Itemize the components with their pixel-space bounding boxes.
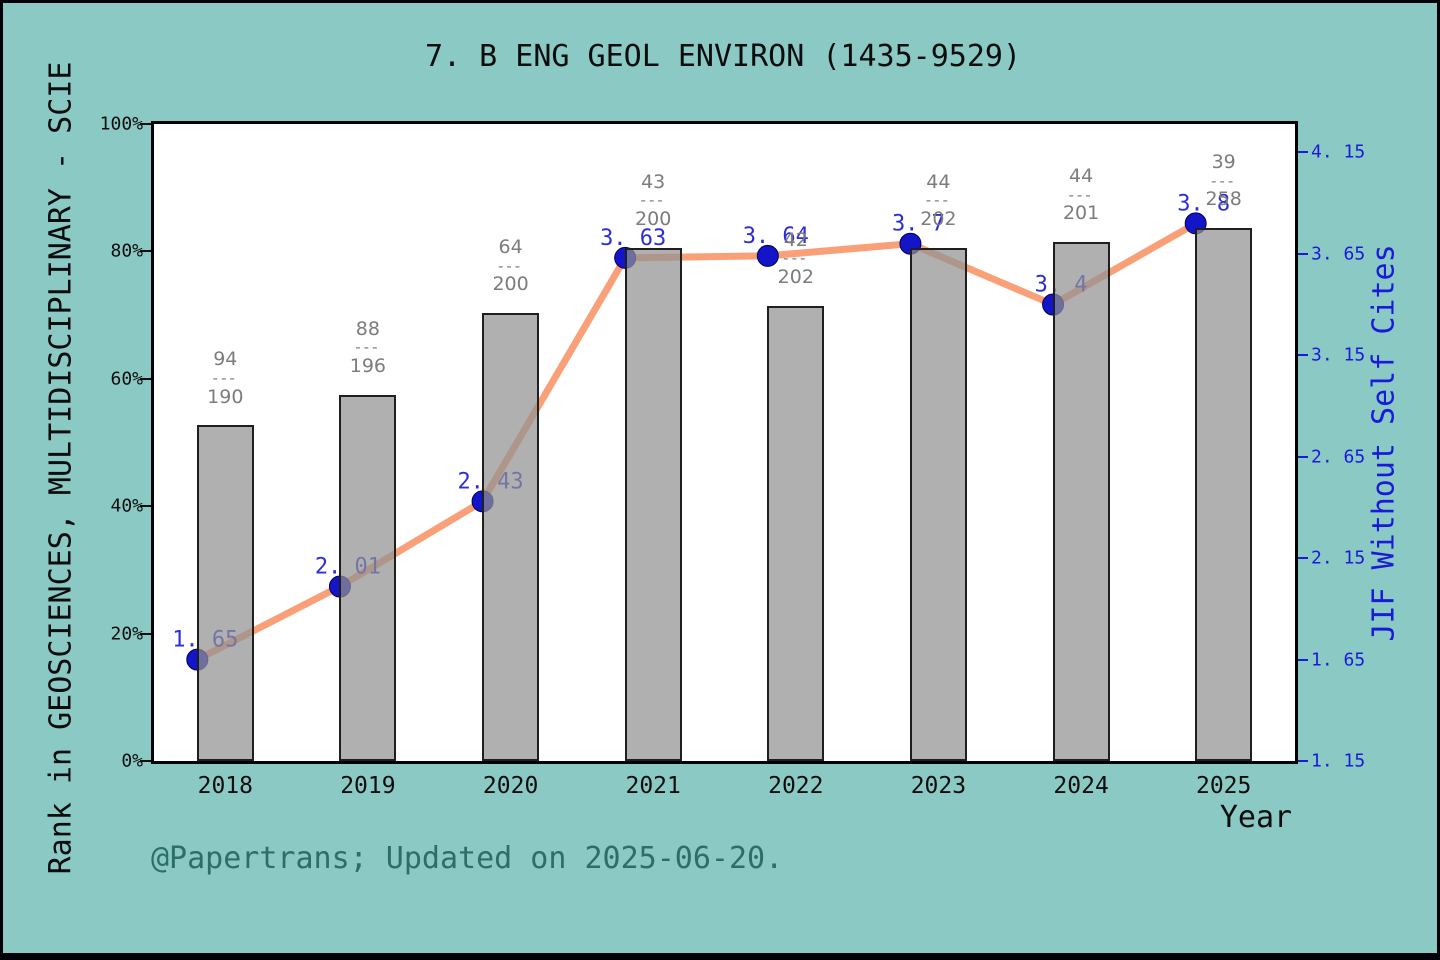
right-tick-mark	[1298, 658, 1308, 661]
right-tick-mark	[1298, 760, 1308, 762]
rank-bar-2019	[339, 394, 397, 761]
rank-bar-2025	[1195, 227, 1253, 761]
right-tick-3.15: 3. 15	[1311, 344, 1366, 366]
rank-denominator: 201	[1062, 202, 1100, 225]
chart-title: 7. B ENG GEOL ENVIRON (1435-9529)	[424, 39, 1022, 74]
rank-numerator: 39	[1211, 150, 1236, 173]
left-tick-60%: 60%	[110, 368, 143, 390]
jif-value-label-2021: 3. 63	[600, 226, 666, 251]
year-tick-2019: 2019	[340, 773, 396, 799]
right-tick-2.65: 2. 65	[1311, 446, 1366, 468]
right-axis-title: JIF Without Self Cites	[1366, 244, 1402, 642]
rank-bar-2020	[482, 313, 540, 761]
left-tick-mark	[140, 250, 151, 253]
right-tick-mark	[1298, 252, 1308, 255]
left-tick-40%: 40%	[110, 495, 143, 517]
left-tick-80%: 80%	[110, 240, 143, 262]
rank-denominator: 202	[777, 265, 814, 288]
fraction-bar: ---	[925, 191, 952, 210]
left-tick-100%: 100%	[99, 113, 143, 135]
rank-fraction-2022: 42 --- 202	[778, 229, 814, 290]
left-tick-mark	[140, 377, 151, 380]
jif-value-label-2022: 3. 64	[743, 224, 809, 249]
rank-fraction-2021: 43 --- 200	[635, 171, 671, 232]
fraction-bar: ---	[1211, 171, 1237, 190]
rank-fraction-2024: 44 --- 201	[1063, 165, 1099, 226]
rank-denominator: 200	[492, 273, 529, 296]
rank-fraction-2020: 64 --- 200	[492, 236, 528, 297]
rank-denominator: 202	[920, 207, 957, 230]
plot-area: 1. 652. 012. 433. 633. 643. 73. 43. 894-…	[151, 121, 1298, 764]
year-tick-2020: 2020	[482, 773, 539, 799]
fraction-bar: ---	[212, 369, 238, 388]
left-tick-mark	[140, 123, 151, 125]
rank-numerator: 42	[783, 228, 808, 251]
rank-denominator: 200	[635, 207, 672, 230]
left-tick-20%: 20%	[110, 623, 143, 645]
jif-value-label-2023: 3. 7	[892, 212, 945, 237]
fraction-bar: ---	[355, 338, 381, 357]
rank-numerator: 44	[1068, 164, 1094, 187]
rank-denominator: 258	[1205, 188, 1242, 211]
year-tick-2024: 2024	[1053, 773, 1109, 799]
right-tick-1.65: 1. 65	[1311, 649, 1366, 671]
right-tick-2.15: 2. 15	[1311, 547, 1366, 569]
year-tick-2023: 2023	[910, 773, 967, 799]
right-tick-mark	[1298, 354, 1308, 357]
right-tick-mark	[1298, 557, 1308, 560]
rank-numerator: 43	[641, 170, 666, 193]
rank-fraction-2025: 39 --- 258	[1206, 151, 1242, 212]
left-tick-mark	[140, 632, 151, 635]
rank-denominator: 196	[349, 354, 387, 377]
jif-point-2022	[756, 244, 779, 267]
rank-bar-2022	[767, 305, 825, 761]
year-tick-2018: 2018	[197, 773, 253, 799]
right-tick-1.15: 1. 15	[1311, 750, 1366, 772]
year-tick-2022: 2022	[768, 773, 824, 799]
rank-fraction-2023: 44 --- 202	[920, 171, 956, 232]
rank-bar-2018	[196, 425, 254, 761]
rank-numerator: 44	[926, 170, 951, 193]
right-tick-3.65: 3. 65	[1311, 243, 1366, 265]
left-tick-mark	[140, 760, 151, 762]
rank-fraction-2018: 94 --- 190	[207, 348, 243, 409]
rank-bar-2021	[624, 247, 682, 761]
rank-numerator: 64	[498, 236, 523, 259]
right-tick-mark	[1298, 455, 1308, 458]
year-tick-2025: 2025	[1195, 773, 1252, 799]
rank-numerator: 94	[213, 348, 238, 371]
rank-numerator: 88	[355, 317, 380, 340]
rank-bar-2024	[1052, 241, 1110, 761]
rank-denominator: 190	[207, 385, 244, 408]
rank-fraction-2019: 88 --- 196	[350, 318, 386, 379]
rank-bar-2023	[909, 247, 967, 761]
x-axis-title: Year	[1219, 800, 1293, 835]
right-tick-4.15: 4. 15	[1311, 141, 1366, 163]
fraction-bar: ---	[783, 249, 809, 268]
fraction-bar: ---	[497, 256, 524, 275]
jif-line-layer: 1. 652. 012. 433. 633. 643. 73. 43. 8	[172, 191, 1230, 671]
left-tick-mark	[140, 505, 151, 508]
fraction-bar: ---	[640, 191, 666, 210]
left-tick-0%: 0%	[121, 750, 143, 772]
right-tick-mark	[1298, 151, 1308, 154]
jif-value-label-2025: 3. 8	[1177, 191, 1230, 216]
watermark-text: @Papertrans; Updated on 2025-06-20.	[151, 841, 784, 876]
year-tick-2021: 2021	[625, 773, 681, 799]
fraction-bar: ---	[1068, 185, 1094, 204]
